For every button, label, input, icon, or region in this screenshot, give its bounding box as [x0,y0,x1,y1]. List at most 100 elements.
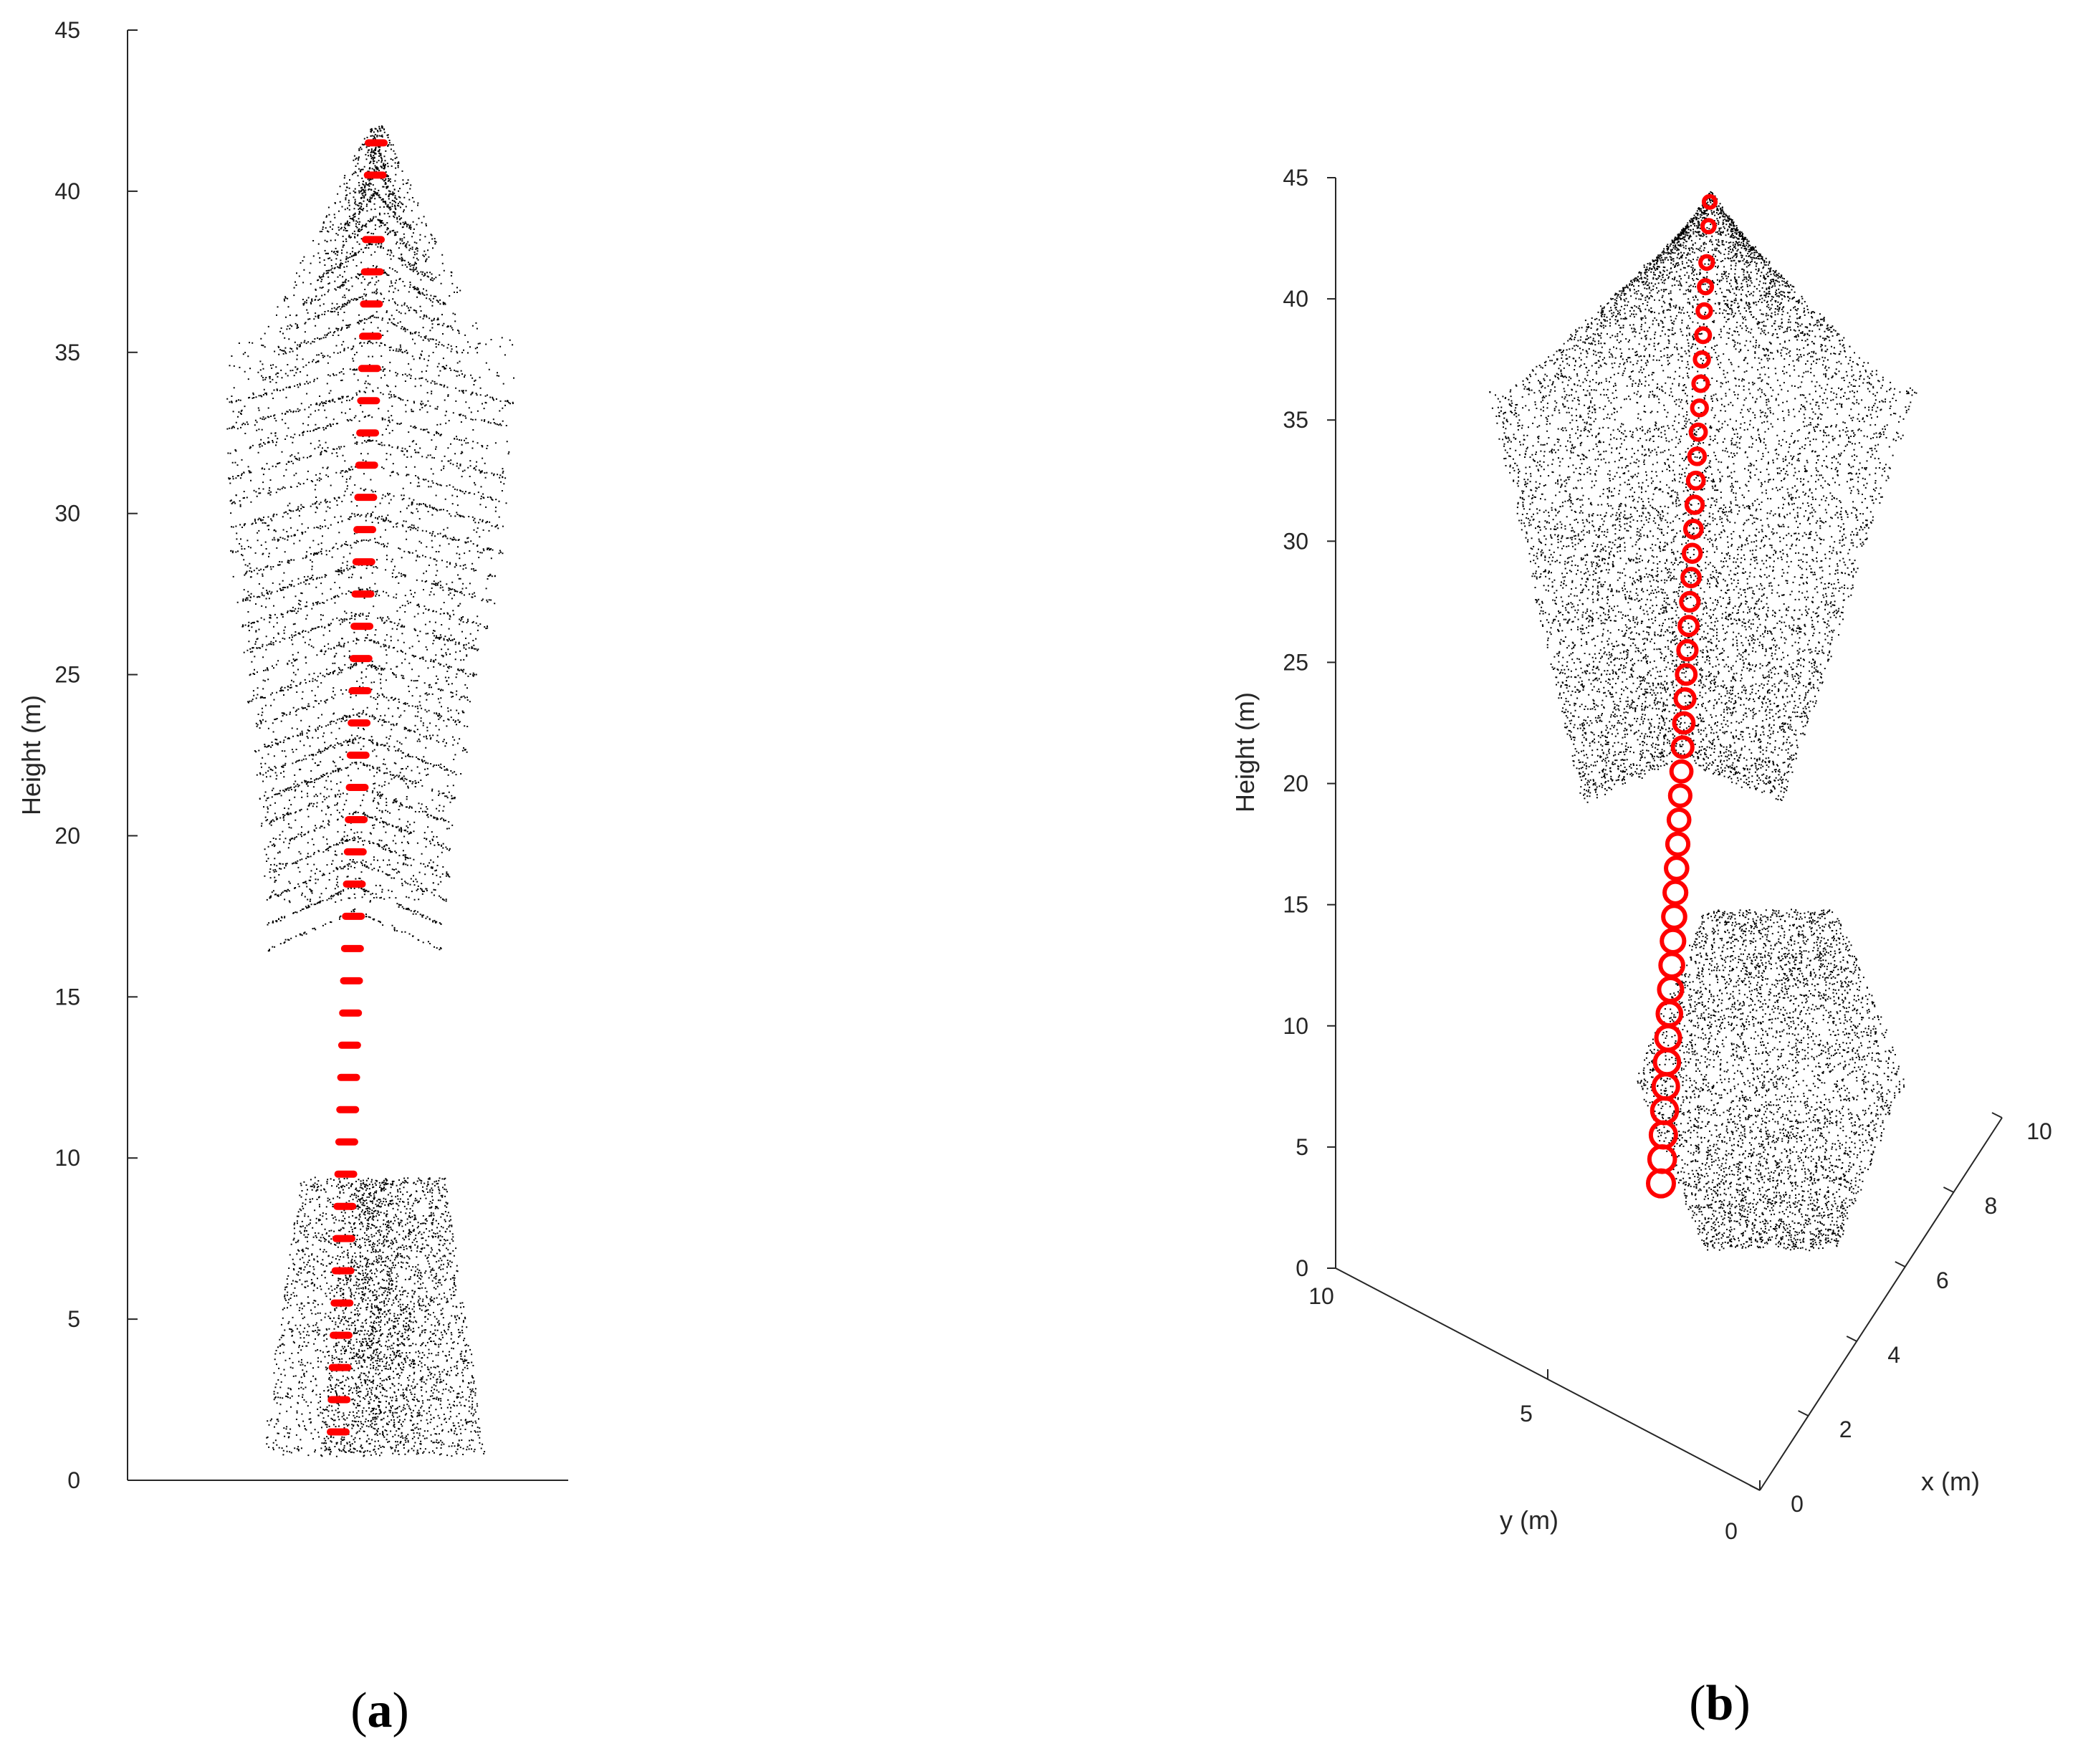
panel-b-y-tick-label: 10 [1308,1283,1334,1309]
panel-b-circle-marker [1670,735,1695,759]
panel-b-x-tick-label: 8 [1985,1193,1998,1219]
panel-a-slice-marker [328,1363,352,1371]
panel-b-circle-marker [1647,1144,1677,1174]
panel-a-label-close: ) [393,1683,409,1738]
panel-b-circle-marker [1658,951,1685,979]
panel-a-slice-marker [330,1299,354,1307]
panel-a-slice-marker [333,1202,357,1210]
panel-a-slice-marker [355,461,378,469]
panel-b-z-axis-title: Height (m) [1230,692,1260,813]
panel-a-slice-marker [360,300,383,308]
panel-a-slice-marker [362,236,386,244]
panel-b-circle-marker [1680,567,1702,588]
panel-b-circle-markers [1646,193,1718,1199]
panel-a-point-cloud [226,125,514,1457]
panel-a-slice-marker [360,268,384,276]
panel-b-z-tick-label: 30 [1283,528,1308,554]
panel-a-slice-marker [359,332,383,340]
panel-b-x-tick-mark [1943,1187,1954,1193]
panel-b-x-tick-mark [1895,1261,1906,1267]
panel-a-slice-marker [332,1235,355,1242]
panel-b-circle-marker [1648,1120,1678,1150]
panel-a-slice-marker [327,1428,350,1436]
panel-b-circle-marker [1664,855,1690,881]
panel-b-z-tick-label: 25 [1283,649,1308,675]
panel-b-x-tick-label: 0 [1791,1491,1804,1517]
panel-a-slice-marker [356,429,380,437]
panel-a-slice-marker [340,977,363,984]
panel-a-y-tick-label: 45 [54,17,80,43]
panel-a-slice-marker [343,848,367,855]
panel-b-z-tick-label: 45 [1283,165,1308,191]
panel-b-x-tick-mark [1991,1112,2003,1118]
panel-a-y-tick-label: 10 [54,1145,80,1171]
panel-a-slice-marker [352,558,375,566]
panel-a-y-tick-label: 0 [67,1467,80,1493]
panel-a-slice-marker [327,1396,351,1404]
panel-b-z-tick-label: 0 [1296,1255,1308,1281]
panel-b-x-tick-mark [1846,1336,1857,1342]
panel-a-slice-marker [354,494,378,502]
panel-b-x-axis-line [1759,1117,2003,1491]
panel-b-circle-marker [1681,542,1703,564]
panel-b-circle-marker [1700,218,1717,235]
panel-a-y-tick-label: 25 [54,662,80,688]
panel-b-z-tick-label: 10 [1283,1013,1308,1039]
panel-a-point-cloud-points [226,125,514,1457]
panel-a-y-tick-label: 15 [54,984,80,1010]
panel-b-circle-marker [1673,687,1697,711]
panel-a-slice-marker [348,719,371,727]
panel-b-point-cloud-points [1489,191,1917,1252]
panel-b-y-tick-label: 0 [1725,1518,1738,1544]
panel-b-circle-marker [1698,254,1715,272]
panel-b-circle-marker [1682,519,1704,540]
panel-a-y-ticks: 0 5 10 15 20 25 30 35 40 45 [54,17,138,1493]
panel-b-z-tick-label: 5 [1296,1134,1308,1160]
panel-a-y-tick-label: 30 [54,501,80,527]
panel-b-circle-marker [1672,711,1696,735]
panel-b-circle-marker [1692,350,1711,369]
panel-a-label-open: ( [350,1683,367,1738]
panel-b-circle-marker [1677,615,1700,638]
panel-a-slice-marker [350,623,374,631]
panel-a-slice-marker [353,526,377,534]
panel-b-circle-marker [1654,1024,1682,1053]
panel-b-x-tick-label: 6 [1936,1267,1949,1293]
panel-b-y-tick-label: 5 [1520,1401,1533,1427]
panel-b-label-open: ( [1689,1676,1705,1731]
panel-b-circle-marker [1687,446,1708,466]
panel-b-circle-marker [1684,494,1705,515]
panel-b-circle-marker [1652,1048,1682,1077]
panel-a-slice-marker [343,880,366,888]
panel-a-axes [127,30,568,1481]
panel-b-z-tick-label: 20 [1283,771,1308,797]
panel-a-slice-marker [365,139,388,147]
panel-a-slice-marker [340,944,364,952]
panel-b-label-letter: b [1706,1676,1734,1731]
panel-b-circle-marker [1694,326,1713,345]
panel-b-z-tick-label: 35 [1283,407,1308,433]
panel-a-slice-marker [357,397,380,405]
panel-b-circle-marker [1646,1168,1676,1199]
panel-b-circle-marker [1685,470,1706,491]
panel-a-label-letter: a [368,1683,393,1738]
panel-a-slice-marker [335,1138,358,1146]
panel-b-x-tick-label: 10 [2026,1118,2052,1144]
panel-b-x-axis-title: x (m) [1921,1467,1980,1496]
panel-b-z-tick-label: 15 [1283,892,1308,918]
panel-a-slice-marker [337,1073,360,1081]
panel-b-y-axis-title: y (m) [1500,1505,1558,1535]
panel-b-circle-marker [1650,1096,1680,1126]
panel-a-slice-marker [351,590,375,598]
panel-b-x-tick-mark [1749,1485,1761,1491]
panel-b-circle-marker [1666,807,1692,833]
panel-b-circle-marker [1676,638,1699,662]
panel-b-circle-marker [1661,903,1687,930]
panel-b-label-close: ) [1733,1676,1750,1731]
panel-a-label: (a) [350,1683,409,1738]
panel-b-point-cloud [1489,191,1917,1252]
panel-b-circle-marker [1691,374,1710,393]
panel-a-slice-marker [363,171,387,179]
